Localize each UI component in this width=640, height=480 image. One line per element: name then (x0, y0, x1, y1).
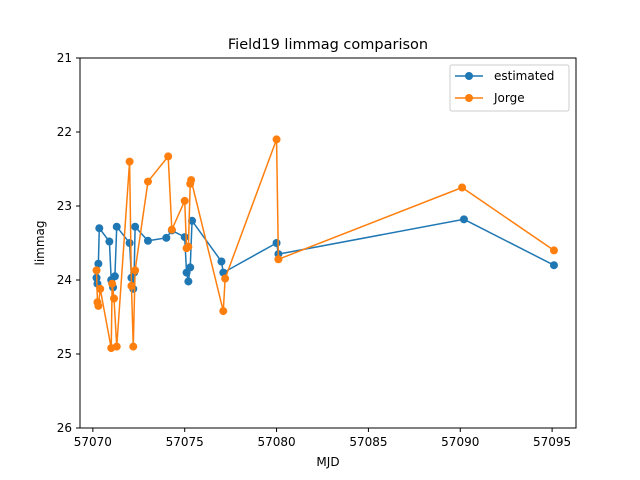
data-point-estimated (272, 239, 281, 247)
data-point-estimated (186, 263, 195, 272)
x-tick-label: 57095 (533, 435, 571, 449)
data-point-jorge (92, 266, 101, 275)
data-point-estimated (459, 215, 468, 224)
data-point-jorge (549, 246, 558, 255)
data-point-jorge (96, 284, 105, 293)
data-point-estimated (217, 257, 226, 266)
x-tick-label: 57075 (166, 435, 204, 449)
series-line-estimated (95, 218, 555, 290)
data-point-jorge (129, 342, 138, 351)
data-point-jorge (180, 196, 189, 205)
data-point-estimated (110, 272, 119, 281)
data-point-estimated (188, 216, 197, 225)
data-point-jorge (131, 266, 140, 275)
data-point-estimated (162, 233, 171, 242)
legend-label-jorge: Jorge (493, 91, 525, 105)
data-point-estimated (105, 237, 114, 246)
data-point-estimated (131, 222, 140, 231)
data-point-estimated (180, 233, 189, 242)
data-point-jorge (164, 152, 173, 161)
x-tick-label: 57070 (74, 435, 112, 449)
x-tick-label: 57090 (441, 435, 479, 449)
legend-marker-estimated (465, 72, 473, 80)
legend-marker-jorge (465, 94, 473, 102)
data-point-jorge (219, 307, 228, 316)
data-point-jorge (127, 281, 136, 290)
data-point-jorge (167, 225, 176, 234)
data-point-estimated (112, 222, 121, 231)
plot-series (92, 135, 558, 353)
data-point-estimated (143, 236, 152, 245)
data-point-jorge (458, 183, 467, 192)
x-tick-label: 57080 (257, 435, 295, 449)
data-point-estimated (94, 259, 103, 268)
data-point-jorge (274, 255, 283, 264)
y-tick-label: 23 (57, 199, 72, 213)
x-axis: 57070 57075 57080 57085 57090 57095 (74, 428, 571, 449)
data-point-jorge (109, 294, 118, 303)
data-point-jorge (187, 176, 196, 185)
legend-label-estimated: estimated (494, 69, 554, 83)
data-point-estimated (95, 224, 104, 233)
data-point-jorge (221, 274, 230, 283)
data-point-jorge (94, 301, 103, 310)
data-point-estimated (184, 277, 193, 286)
data-point-jorge (143, 177, 152, 186)
data-point-jorge (184, 242, 193, 251)
y-axis-label: limmag (33, 220, 47, 265)
data-point-jorge (125, 157, 134, 166)
chart-title: Field19 limmag comparison (228, 37, 428, 53)
plot-frame (79, 57, 577, 429)
y-tick-label: 22 (57, 125, 72, 139)
legend: estimated Jorge (449, 64, 570, 112)
data-point-jorge (112, 342, 121, 351)
x-tick-label: 57085 (349, 435, 387, 449)
data-point-jorge (272, 135, 281, 144)
y-tick-label: 21 (57, 51, 72, 65)
x-axis-label: MJD (316, 455, 339, 469)
y-tick-label: 24 (57, 273, 72, 287)
y-tick-label: 26 (57, 421, 72, 435)
data-point-estimated (125, 239, 134, 247)
data-point-estimated (549, 261, 558, 270)
series-line-jorge (95, 139, 555, 349)
y-axis: 21 22 23 24 25 26 (57, 51, 80, 435)
y-tick-label: 25 (57, 347, 72, 361)
data-point-jorge (108, 279, 117, 288)
